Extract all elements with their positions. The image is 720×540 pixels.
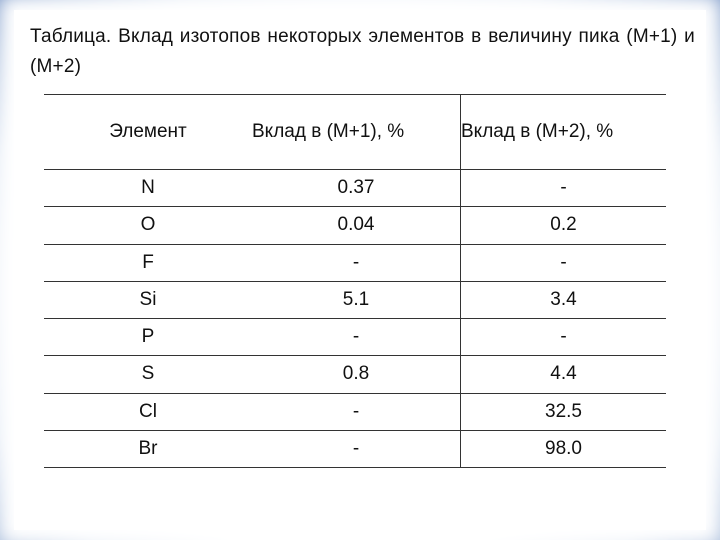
- cell-element: S: [44, 355, 252, 394]
- cell-element: O: [44, 206, 252, 245]
- cell-m1: 0.37: [252, 169, 461, 208]
- cell-m2: 98.0: [460, 430, 666, 469]
- cell-m1: -: [252, 318, 461, 357]
- cell-m1: 5.1: [252, 281, 461, 320]
- cell-m1: -: [252, 393, 461, 431]
- cell-m2: -: [460, 169, 666, 208]
- cell-m2: 4.4: [460, 355, 666, 394]
- cell-element: Br: [44, 430, 252, 469]
- header-element: Элемент: [44, 94, 252, 170]
- table-row: Br - 98.0: [44, 430, 666, 469]
- header-m1: Вклад в (М+1), %: [252, 94, 461, 170]
- cell-m2: -: [460, 318, 666, 357]
- cell-m1: 0.04: [252, 206, 461, 245]
- table-row: S 0.8 4.4: [44, 355, 666, 394]
- cell-m2: 0.2: [460, 206, 666, 245]
- table-row: Si 5.1 3.4: [44, 281, 666, 320]
- cell-m1: 0.8: [252, 355, 461, 394]
- table-row: O 0.04 0.2: [44, 206, 666, 245]
- table-header-row: Элемент Вклад в (М+1), % Вклад в (М+2), …: [44, 94, 666, 170]
- cell-element: Si: [44, 281, 252, 320]
- cell-element: F: [44, 244, 252, 282]
- cell-m1: -: [252, 430, 461, 469]
- table-row: Cl - 32.5: [44, 393, 666, 431]
- cell-m1: -: [252, 244, 461, 282]
- table-row: F - -: [44, 244, 666, 282]
- table-row: P - -: [44, 318, 666, 357]
- cell-element: Cl: [44, 393, 252, 431]
- slide-title: Таблица. Вклад изотопов некоторых элемен…: [30, 26, 695, 77]
- cell-element: N: [44, 169, 252, 208]
- header-m2: Вклад в (М+2), %: [460, 94, 666, 170]
- table-row: N 0.37 -: [44, 169, 666, 208]
- cell-m2: 3.4: [460, 281, 666, 320]
- cell-element: P: [44, 318, 252, 357]
- cell-m2: 32.5: [460, 393, 666, 431]
- cell-m2: -: [460, 244, 666, 282]
- isotope-table: Элемент Вклад в (М+1), % Вклад в (М+2), …: [44, 94, 666, 469]
